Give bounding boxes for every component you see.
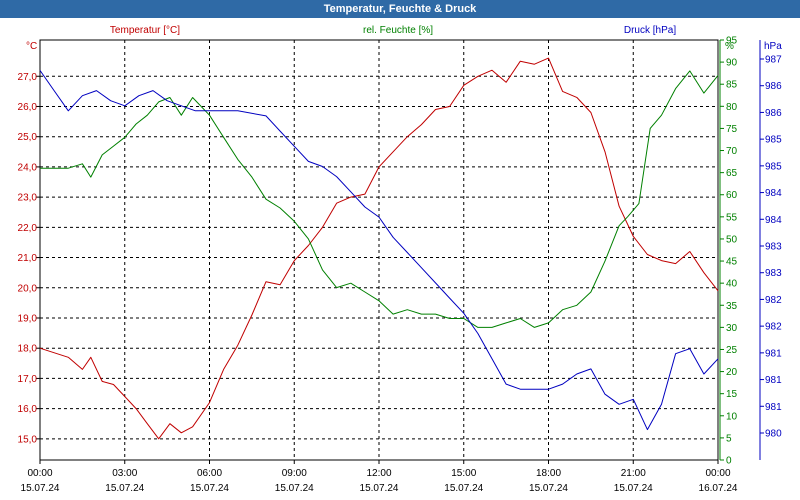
pressure-tick-label: 982	[765, 295, 782, 306]
temperature-legend: Temperatur [°C]	[110, 25, 180, 36]
x-tick-date: 15.07.24	[190, 483, 229, 494]
temperature-tick-label: 15,0	[18, 434, 38, 445]
pressure-tick-label: 982	[765, 322, 782, 333]
chart-grid	[40, 40, 718, 460]
x-tick-time: 15:00	[451, 468, 476, 479]
pressure-tick-label: 984	[765, 215, 782, 226]
humidity-tick-label: 50	[726, 234, 738, 245]
humidity-tick-label: 70	[726, 146, 738, 157]
temperature-ticks: 15,0 16,0 17,0 18,0 19,0 20,0 21,0 22,0 23,0 24,0…	[18, 72, 40, 445]
x-tick-date: 15.07.24	[105, 483, 144, 494]
humidity-tick-label: 0	[726, 456, 732, 467]
x-tick-date: 15.07.24	[21, 483, 60, 494]
temperature-unit-label: °C	[26, 41, 37, 52]
temperature-tick-label: 24,0	[18, 162, 38, 173]
pressure-tick-label: 981	[765, 402, 782, 413]
humidity-tick-label: 35	[726, 301, 738, 312]
humidity-legend: rel. Feuchte [%]	[363, 25, 433, 36]
humidity-tick-label: 60	[726, 190, 738, 201]
temperature-tick-label: 21,0	[18, 253, 38, 264]
x-tick-time: 09:00	[282, 468, 307, 479]
x-tick-time: 06:00	[197, 468, 222, 479]
humidity-tick-label: 90	[726, 58, 738, 69]
humidity-line	[40, 70, 719, 328]
temperature-tick-label: 18,0	[18, 344, 38, 355]
temperature-tick-label: 16,0	[18, 404, 38, 415]
x-tick-time: 18:00	[536, 468, 561, 479]
x-tick-time: 12:00	[366, 468, 391, 479]
pressure-tick-label: 986	[765, 81, 782, 92]
x-tick-date: 15.07.24	[529, 483, 568, 494]
pressure-tick-label: 985	[765, 135, 782, 146]
x-tick-date: 15.07.24	[360, 483, 399, 494]
pressure-tick-label: 984	[765, 188, 782, 199]
window-title: Temperatur, Feuchte & Druck	[0, 0, 800, 18]
pressure-legend: Druck [hPa]	[624, 25, 676, 36]
humidity-tick-label: 40	[726, 279, 738, 290]
x-tick-date: 15.07.24	[275, 483, 314, 494]
humidity-ticks: 0 5 10 15 20 25 30 35 40 45 50 55 60 65 70 75 80 85 90 95	[720, 36, 738, 467]
x-tick-date: 15.07.24	[614, 483, 653, 494]
humidity-tick-label: 85	[726, 80, 738, 91]
temperature-tick-label: 22,0	[18, 223, 38, 234]
time-ticks: 00:00 15.07.24 03:00 15.07.24 06:00 15.07.24 0…	[21, 460, 738, 494]
humidity-tick-label: 5	[726, 433, 732, 444]
temperature-tick-label: 19,0	[18, 313, 38, 324]
series-layer	[39, 57, 719, 440]
humidity-tick-label: 65	[726, 168, 738, 179]
humidity-tick-label: 25	[726, 345, 738, 356]
x-tick-date: 15.07.24	[444, 483, 483, 494]
x-tick-time: 00:00	[705, 468, 730, 479]
humidity-tick-label: 75	[726, 124, 738, 135]
temperature-tick-label: 20,0	[18, 283, 38, 294]
temperature-line	[39, 57, 719, 440]
pressure-tick-label: 983	[765, 242, 782, 253]
pressure-ticks: 980 981 981 981 982 982 983 983 984 984 985 985 986 9…	[760, 55, 782, 440]
pressure-line	[39, 70, 719, 431]
temperature-tick-label: 27,0	[18, 72, 38, 83]
x-tick-time: 03:00	[112, 468, 137, 479]
x-tick-date: 16.07.24	[699, 483, 738, 494]
x-tick-time: 00:00	[27, 468, 52, 479]
pressure-tick-label: 986	[765, 108, 782, 119]
humidity-tick-label: 95	[726, 36, 738, 47]
pressure-tick-label: 983	[765, 268, 782, 279]
pressure-unit-label: hPa	[764, 41, 782, 52]
temperature-tick-label: 26,0	[18, 102, 38, 113]
pressure-tick-label: 981	[765, 348, 782, 359]
humidity-tick-label: 30	[726, 323, 738, 334]
humidity-tick-label: 10	[726, 411, 738, 422]
temperature-tick-label: 23,0	[18, 193, 38, 204]
humidity-tick-label: 20	[726, 367, 738, 378]
humidity-tick-label: 55	[726, 212, 738, 223]
pressure-tick-label: 981	[765, 375, 782, 386]
pressure-tick-label: 980	[765, 429, 782, 440]
temperature-tick-label: 17,0	[18, 374, 38, 385]
pressure-tick-label: 987	[765, 55, 782, 66]
humidity-unit-label: %	[725, 41, 734, 52]
x-tick-time: 21:00	[621, 468, 646, 479]
humidity-tick-label: 45	[726, 257, 738, 268]
temperature-tick-label: 25,0	[18, 132, 38, 143]
humidity-tick-label: 80	[726, 102, 738, 113]
humidity-tick-label: 15	[726, 389, 738, 400]
pressure-tick-label: 985	[765, 161, 782, 172]
